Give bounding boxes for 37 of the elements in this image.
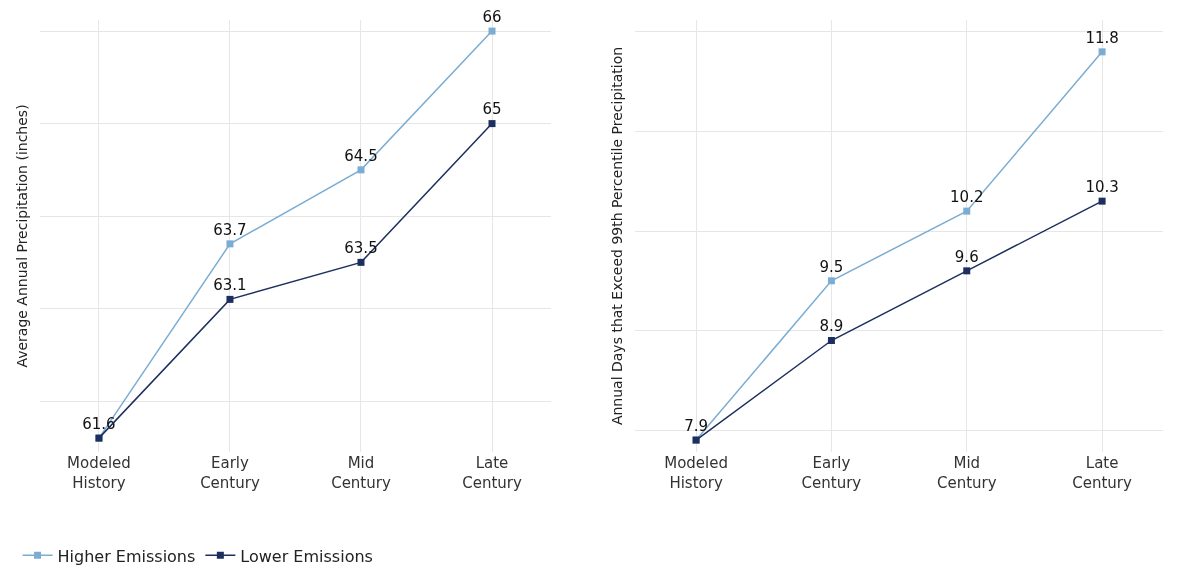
data-label: 10.2 bbox=[950, 187, 984, 206]
point bbox=[827, 337, 835, 345]
x-tick-label: Modeled History bbox=[664, 454, 728, 492]
legend-label: Higher Emissions bbox=[57, 546, 196, 566]
data-label: 7.9 bbox=[684, 416, 709, 435]
x-tick-label: Late Century bbox=[1072, 454, 1133, 492]
data-label: 63.7 bbox=[213, 220, 247, 239]
x-tick-label: Early Century bbox=[801, 454, 862, 492]
x-tick-label: Early Century bbox=[200, 454, 260, 492]
data-label: 66 bbox=[482, 7, 502, 26]
point bbox=[963, 267, 971, 275]
x-tick-label: Late Century bbox=[462, 454, 522, 492]
data-label: 63.1 bbox=[213, 276, 247, 295]
point bbox=[488, 27, 496, 35]
point bbox=[488, 120, 496, 128]
data-label: 65 bbox=[482, 100, 502, 119]
point bbox=[357, 166, 365, 174]
data-label: 9.6 bbox=[954, 247, 979, 266]
x-tick-label: Mid Century bbox=[936, 454, 997, 492]
point bbox=[827, 277, 835, 285]
point bbox=[1098, 197, 1106, 205]
point bbox=[357, 258, 365, 266]
point bbox=[226, 240, 234, 248]
y-axis-title: Average Annual Precipitation (inches) bbox=[13, 104, 30, 368]
x-tick-label: Modeled History bbox=[67, 454, 131, 492]
data-label: 9.5 bbox=[819, 257, 844, 276]
point bbox=[1098, 48, 1106, 56]
data-label: 8.9 bbox=[819, 317, 844, 336]
data-label: 11.8 bbox=[1085, 28, 1119, 47]
legend-label: Lower Emissions bbox=[240, 546, 373, 566]
point bbox=[963, 207, 971, 215]
x-tick-label: Mid Century bbox=[331, 454, 391, 492]
data-label: 64.5 bbox=[344, 146, 378, 165]
point bbox=[226, 295, 234, 303]
data-label: 61.6 bbox=[82, 414, 116, 433]
y-axis-title: Annual Days that Exceed 99th Percentile Precipitation bbox=[608, 46, 625, 426]
data-label: 10.3 bbox=[1085, 178, 1119, 197]
